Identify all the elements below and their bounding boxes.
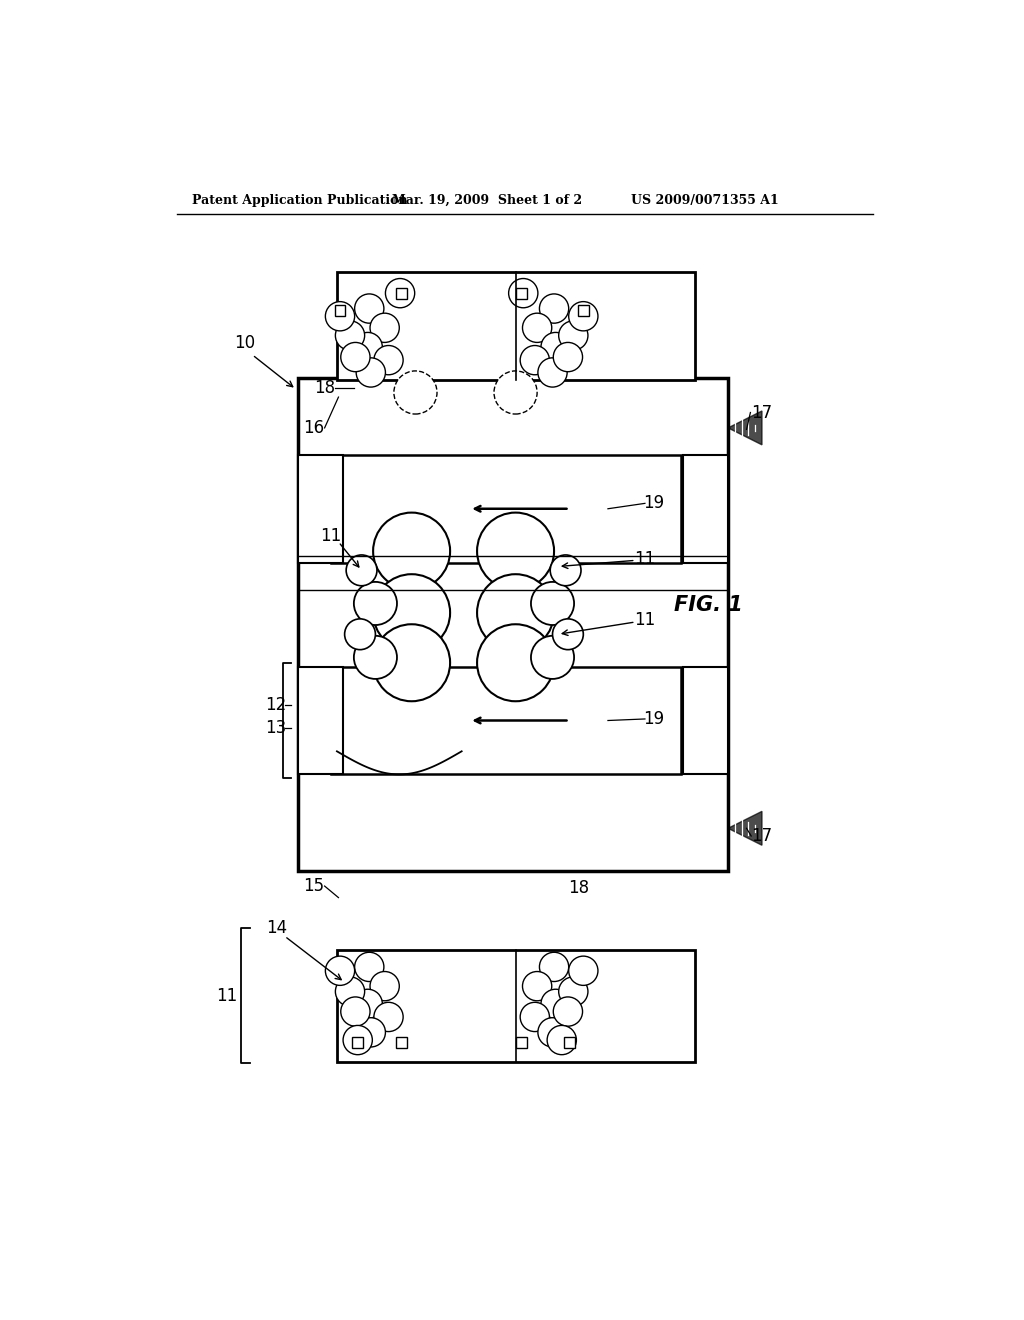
- Text: 19: 19: [644, 495, 665, 512]
- Text: 17: 17: [752, 404, 772, 421]
- Circle shape: [341, 342, 370, 372]
- Bar: [578, 305, 589, 317]
- Bar: [683, 667, 728, 775]
- Polygon shape: [728, 812, 762, 845]
- Circle shape: [374, 1002, 403, 1032]
- Circle shape: [540, 294, 568, 323]
- Circle shape: [370, 972, 399, 1001]
- Text: 11: 11: [634, 611, 655, 630]
- Circle shape: [385, 279, 415, 308]
- Circle shape: [356, 358, 385, 387]
- Text: 16: 16: [303, 418, 325, 437]
- Text: 14: 14: [266, 920, 288, 937]
- Circle shape: [477, 574, 554, 651]
- Bar: [298, 455, 343, 562]
- Circle shape: [374, 346, 403, 375]
- Circle shape: [373, 574, 451, 651]
- Bar: [352, 1038, 364, 1048]
- Text: 13: 13: [264, 719, 286, 737]
- Circle shape: [356, 1018, 385, 1047]
- Circle shape: [550, 554, 581, 586]
- Bar: [298, 378, 728, 871]
- Bar: [337, 272, 695, 380]
- Circle shape: [373, 512, 451, 590]
- Circle shape: [341, 997, 370, 1026]
- Text: 10: 10: [233, 334, 255, 352]
- Circle shape: [520, 1002, 550, 1032]
- Bar: [564, 1038, 574, 1048]
- Text: 11: 11: [216, 987, 238, 1005]
- Bar: [396, 1038, 407, 1048]
- Text: US 2009/0071355 A1: US 2009/0071355 A1: [631, 194, 779, 207]
- Bar: [683, 455, 728, 562]
- Circle shape: [353, 989, 382, 1019]
- Circle shape: [538, 1018, 567, 1047]
- Circle shape: [531, 582, 574, 626]
- Circle shape: [354, 294, 384, 323]
- Bar: [298, 667, 343, 775]
- Circle shape: [509, 279, 538, 308]
- Text: 11: 11: [634, 550, 655, 568]
- Circle shape: [336, 321, 365, 350]
- Text: 19: 19: [644, 710, 665, 727]
- Text: 15: 15: [303, 876, 325, 895]
- Text: 12: 12: [264, 696, 286, 714]
- Circle shape: [568, 302, 598, 331]
- Circle shape: [354, 582, 397, 626]
- Circle shape: [553, 619, 584, 649]
- Circle shape: [559, 977, 588, 1006]
- Circle shape: [326, 302, 354, 331]
- Circle shape: [354, 952, 384, 982]
- Text: 11: 11: [321, 527, 341, 545]
- Bar: [337, 950, 695, 1061]
- Circle shape: [370, 313, 399, 342]
- Circle shape: [494, 371, 538, 414]
- Circle shape: [538, 358, 567, 387]
- Circle shape: [553, 342, 583, 372]
- Circle shape: [520, 346, 550, 375]
- Text: 18: 18: [568, 879, 589, 898]
- Text: FIG. 1: FIG. 1: [674, 595, 742, 615]
- Circle shape: [541, 333, 570, 362]
- Circle shape: [326, 956, 354, 985]
- Circle shape: [540, 952, 568, 982]
- Circle shape: [394, 371, 437, 414]
- Circle shape: [354, 636, 397, 678]
- Text: Patent Application Publication: Patent Application Publication: [193, 194, 408, 207]
- Circle shape: [559, 321, 588, 350]
- Circle shape: [522, 972, 552, 1001]
- Circle shape: [336, 977, 365, 1006]
- Text: Mar. 19, 2009  Sheet 1 of 2: Mar. 19, 2009 Sheet 1 of 2: [392, 194, 583, 207]
- Circle shape: [531, 636, 574, 678]
- Circle shape: [477, 512, 554, 590]
- Circle shape: [353, 333, 382, 362]
- Circle shape: [522, 313, 552, 342]
- Bar: [396, 288, 407, 298]
- Circle shape: [568, 956, 598, 985]
- Circle shape: [553, 997, 583, 1026]
- Polygon shape: [728, 411, 762, 445]
- Circle shape: [373, 624, 451, 701]
- Circle shape: [343, 1026, 373, 1055]
- Text: 18: 18: [314, 379, 335, 397]
- Bar: [331, 455, 681, 562]
- Circle shape: [346, 554, 377, 586]
- Circle shape: [345, 619, 376, 649]
- Text: 17: 17: [752, 828, 772, 845]
- Circle shape: [477, 624, 554, 701]
- Circle shape: [547, 1026, 577, 1055]
- Bar: [516, 1038, 527, 1048]
- Bar: [516, 288, 527, 298]
- Bar: [335, 305, 345, 317]
- Circle shape: [541, 989, 570, 1019]
- Bar: [331, 667, 681, 775]
